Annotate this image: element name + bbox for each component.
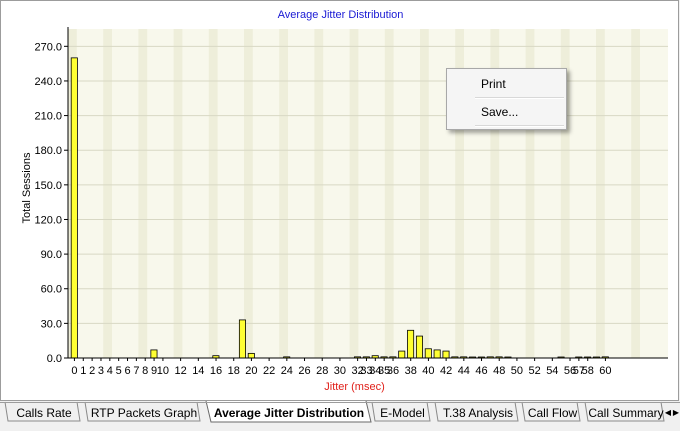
x-tick-label: 20 xyxy=(245,365,257,377)
y-tick-label: 0.0 xyxy=(47,353,62,365)
x-axis-label: Jitter (msec) xyxy=(324,381,385,393)
x-tick-label: 33 xyxy=(360,365,372,377)
x-tick-label: 7 xyxy=(133,365,139,377)
bar xyxy=(424,348,432,359)
plot-stripe xyxy=(103,29,112,358)
x-tick-label: 0 xyxy=(71,365,77,377)
y-tick-label: 180.0 xyxy=(34,145,62,157)
plot-stripe xyxy=(279,29,288,358)
print-menu-item[interactable]: Print xyxy=(481,77,506,91)
bar xyxy=(442,350,450,359)
x-tick-label: 32 xyxy=(352,365,364,377)
plot-stripe xyxy=(138,29,148,358)
plot-stripe xyxy=(349,29,359,358)
tab-call-summary[interactable]: Call Summary xyxy=(588,406,664,420)
bar xyxy=(238,319,246,359)
bar xyxy=(433,349,441,359)
y-tick-label: 90.0 xyxy=(41,249,62,261)
tab-strip-border xyxy=(0,402,680,403)
x-tick-label: 56 xyxy=(564,365,576,377)
plot-stripe xyxy=(208,29,218,358)
x-tick-label: 3 xyxy=(98,365,104,377)
x-tick-label: 34 xyxy=(369,365,381,377)
x-tick-label: 18 xyxy=(228,365,240,377)
plot-stripe xyxy=(596,29,605,358)
x-tick-label: 14 xyxy=(192,365,204,377)
jitter-chart-panel: 0.0 30.0 60.0 90.0 120.0 150.0 180.0 210.0 240.0… xyxy=(0,0,679,401)
plot-stripe xyxy=(631,29,640,358)
x-tick-label: 2 xyxy=(89,365,95,377)
plot-background xyxy=(68,29,668,358)
bar xyxy=(415,335,423,359)
x-tick-label: 35 xyxy=(378,365,390,377)
x-tick-label: 26 xyxy=(298,365,310,377)
plot-stripe xyxy=(560,29,570,358)
x-tick-label: 42 xyxy=(440,365,452,377)
x-tick-label: 6 xyxy=(124,365,130,377)
y-tick-label: 150.0 xyxy=(34,180,62,192)
x-tick-label: 22 xyxy=(263,365,275,377)
y-tick-label: 240.0 xyxy=(34,76,62,88)
tab-strip: Calls Rate RTP Packets Graph Average Jit… xyxy=(0,401,680,431)
tab-calls-rate[interactable]: Calls Rate xyxy=(16,406,72,420)
x-tick-label: 28 xyxy=(316,365,328,377)
x-tick-label: 38 xyxy=(405,365,417,377)
y-tick-label: 210.0 xyxy=(34,111,62,123)
bar xyxy=(247,352,255,359)
y-tick-label: 270.0 xyxy=(34,41,62,53)
x-tick-label: 60 xyxy=(599,365,611,377)
y-tick-label: 30.0 xyxy=(41,318,62,330)
bar xyxy=(398,350,406,359)
scroll-left-icon[interactable]: ◀ xyxy=(664,408,672,417)
x-tick-label: 4 xyxy=(107,365,113,377)
x-tick-label: 36 xyxy=(387,365,399,377)
jitter-bar-chart: 0.0 30.0 60.0 90.0 120.0 150.0 180.0 210.0 240.0… xyxy=(34,27,668,377)
x-tick-label: 40 xyxy=(422,365,434,377)
chart-title: Average Jitter Distribution xyxy=(277,9,404,21)
save-menu-item[interactable]: Save... xyxy=(481,105,519,119)
tab-t38-analysis[interactable]: T.38 Analysis xyxy=(442,406,514,420)
bar xyxy=(407,329,415,359)
plot-stripe xyxy=(173,29,183,358)
x-tick-label: 10 xyxy=(157,365,169,377)
y-axis-label: Total Sessions xyxy=(21,152,33,224)
x-tick-label: 50 xyxy=(511,365,523,377)
x-tick-label: 46 xyxy=(475,365,487,377)
x-tick-label: 12 xyxy=(175,365,187,377)
tab-average-jitter-distribution[interactable]: Average Jitter Distribution xyxy=(213,406,365,420)
y-tick-label: 60.0 xyxy=(41,284,62,296)
tab-scroll-arrows: ◀ ▶ xyxy=(664,404,680,422)
x-tick-label: 57 xyxy=(573,365,585,377)
y-tick-label: 120.0 xyxy=(34,214,62,226)
plot-stripe xyxy=(314,29,324,358)
x-tick-label: 48 xyxy=(493,365,505,377)
chart-context-menu: Print Save... xyxy=(446,68,567,130)
x-tick-label: 30 xyxy=(334,365,346,377)
tab-outlines xyxy=(4,401,665,423)
x-tick-label: 44 xyxy=(458,365,470,377)
plot-stripe xyxy=(244,29,253,358)
menu-separator xyxy=(475,97,564,99)
x-tick-label: 1 xyxy=(80,365,86,377)
bar xyxy=(150,349,158,359)
tab-call-flow[interactable]: Call Flow xyxy=(527,406,578,420)
x-tick-label: 52 xyxy=(529,365,541,377)
menu-separator xyxy=(475,125,564,127)
plot-stripe xyxy=(455,29,464,358)
tab-rtp-packets-graph[interactable]: RTP Packets Graph xyxy=(90,406,198,420)
plot-stripe xyxy=(490,29,500,358)
x-tick-label: 8 xyxy=(142,365,148,377)
x-tick-label: 54 xyxy=(546,365,558,377)
x-tick-label: 58 xyxy=(582,365,594,377)
x-tick-label: 5 xyxy=(116,365,122,377)
x-tick-label: 16 xyxy=(210,365,222,377)
x-tick-label: 9 xyxy=(151,365,157,377)
scroll-right-icon[interactable]: ▶ xyxy=(672,408,680,417)
plot-stripe xyxy=(420,29,429,358)
tab-e-model[interactable]: E-Model xyxy=(380,406,425,420)
x-tick-label: 24 xyxy=(281,365,293,377)
plot-stripe xyxy=(525,29,535,358)
plot-stripe xyxy=(384,29,394,358)
bar xyxy=(70,57,78,359)
